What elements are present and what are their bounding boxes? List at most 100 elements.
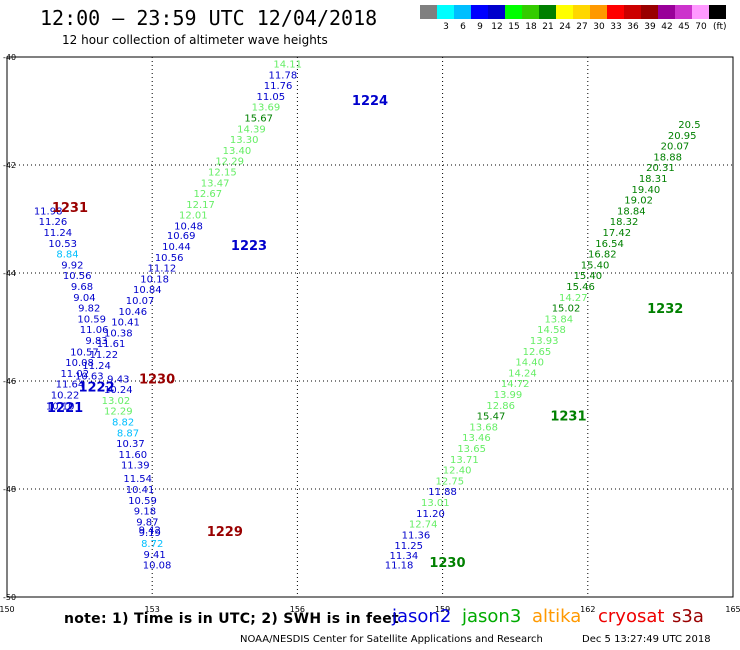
scale-swatch <box>607 5 624 19</box>
data-label: 13.01 <box>421 498 450 509</box>
data-label: 14.39 <box>237 124 266 135</box>
legend-cryosat: cryosat <box>598 606 665 627</box>
data-label: 18.88 <box>653 152 682 163</box>
data-label: 10.63 <box>75 372 104 383</box>
data-label: 12.86 <box>486 401 515 412</box>
data-label: 15.46 <box>566 282 595 293</box>
legend-jason3: jason3 <box>462 606 522 627</box>
scale-swatch <box>556 5 573 19</box>
data-label: 15.47 <box>477 412 506 423</box>
data-label: 10.41 <box>126 485 155 496</box>
footer-timestamp: Dec 5 13:27:49 UTC 2018 <box>582 634 711 645</box>
data-label: 11.18 <box>385 561 414 572</box>
data-label: 9.92 <box>61 260 83 271</box>
data-label: 10.22 <box>51 391 80 402</box>
y-tick-label: -46 <box>3 377 16 386</box>
data-label: 20.5 <box>678 120 700 131</box>
data-label: 13.69 <box>252 103 281 114</box>
scale-swatch <box>709 5 726 19</box>
legend-s3a: s3a <box>672 606 704 627</box>
scale-label: 9 <box>477 22 483 32</box>
note-text: note: 1) Time is in UTC; 2) SWH is in fe… <box>64 611 400 627</box>
color-scale-unit: (ft) <box>713 22 727 32</box>
legend-jason2: jason2 <box>392 606 452 627</box>
data-label: 13.68 <box>469 422 498 433</box>
data-label: 13.46 <box>462 433 491 444</box>
scale-swatch <box>437 5 454 19</box>
data-label: 10.69 <box>167 231 196 242</box>
data-label: 13.30 <box>230 135 259 146</box>
data-label: 11.78 <box>269 70 298 81</box>
data-label: 16.82 <box>588 250 617 261</box>
data-label: 11.54 <box>123 474 152 485</box>
scale-label: 45 <box>678 22 690 32</box>
data-label: 11.24 <box>82 361 111 372</box>
data-label: 9.04 <box>73 293 95 304</box>
scale-swatch <box>573 5 590 19</box>
data-label: 11.64 <box>56 380 85 391</box>
data-label: 10.59 <box>77 314 106 325</box>
data-label: 13.84 <box>544 314 573 325</box>
scale-swatch <box>539 5 556 19</box>
track-label: 1231 <box>52 201 88 216</box>
scale-label: 27 <box>576 22 588 32</box>
data-label: 14.58 <box>537 325 566 336</box>
data-label: 11.76 <box>264 81 293 92</box>
data-label: 16.54 <box>595 239 624 250</box>
data-label: 10.84 <box>133 285 162 296</box>
data-label: 14.11 <box>273 59 302 70</box>
data-label: 12.17 <box>186 200 215 211</box>
scale-swatch <box>624 5 641 19</box>
data-label: 15.40 <box>573 271 602 282</box>
data-label: 8.84 <box>56 250 78 261</box>
scale-label: 36 <box>627 22 639 32</box>
track-label: 1230 <box>429 556 465 571</box>
x-tick-label: 156 <box>290 605 305 614</box>
data-label: 11.98 <box>34 206 63 217</box>
data-label: 9.87 <box>136 517 158 528</box>
data-label: 18.31 <box>639 174 668 185</box>
scale-label: 18 <box>525 22 537 32</box>
data-label: 10.10 <box>46 401 75 412</box>
data-label: 14.27 <box>559 293 588 304</box>
y-tick-label: -42 <box>3 161 16 170</box>
x-tick-label: 162 <box>580 605 595 614</box>
data-label: 10.53 <box>48 239 77 250</box>
data-label: 20.31 <box>646 163 675 174</box>
scale-swatch <box>471 5 488 19</box>
scale-swatch <box>658 5 675 19</box>
x-tick-label: 165 <box>725 605 740 614</box>
data-label: 11.05 <box>256 92 285 103</box>
data-label: 13.40 <box>223 146 252 157</box>
data-label: 11.22 <box>89 350 118 361</box>
scale-label: 21 <box>542 22 554 32</box>
data-label: 11.12 <box>148 264 177 275</box>
scale-label: 24 <box>559 22 571 32</box>
data-label: 12.29 <box>104 407 133 418</box>
data-label: 11.88 <box>428 487 457 498</box>
data-label: 12.15 <box>208 167 237 178</box>
data-label: 9.43 <box>107 374 129 385</box>
data-label: 13.99 <box>494 390 523 401</box>
track-label: 1230 <box>139 372 175 387</box>
scale-swatch <box>420 5 437 19</box>
data-label: 14.40 <box>515 358 544 369</box>
data-label: 10.38 <box>104 328 133 339</box>
y-tick-label: -50 <box>3 593 16 602</box>
data-label: 10.18 <box>140 274 169 285</box>
data-label: 12.67 <box>194 189 223 200</box>
data-label: 10.08 <box>65 358 94 369</box>
scale-label: 3 <box>443 22 449 32</box>
data-label: 15.02 <box>552 304 581 315</box>
track-label: 1232 <box>647 302 683 317</box>
data-label: 20.07 <box>661 142 690 153</box>
data-label: 12.01 <box>179 211 208 222</box>
scale-label: 12 <box>491 22 503 32</box>
scale-swatch <box>454 5 471 19</box>
scale-swatch <box>590 5 607 19</box>
data-label: 20.95 <box>668 131 697 142</box>
data-label: 11.24 <box>43 228 72 239</box>
data-label: 10.59 <box>128 496 157 507</box>
data-label: 18.32 <box>610 217 639 228</box>
data-label: 11.60 <box>119 450 148 461</box>
